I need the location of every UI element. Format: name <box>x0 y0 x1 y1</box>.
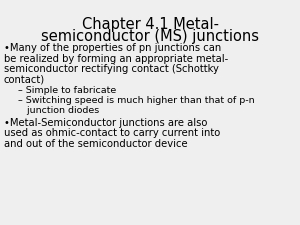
Text: used as ohmic-contact to carry current into: used as ohmic-contact to carry current i… <box>4 128 220 139</box>
Text: •Metal-Semiconductor junctions are also: •Metal-Semiconductor junctions are also <box>4 118 207 128</box>
Text: semiconductor rectifying contact (Schottky: semiconductor rectifying contact (Schott… <box>4 64 219 74</box>
Text: •Many of the properties of pn junctions can: •Many of the properties of pn junctions … <box>4 43 221 53</box>
Text: contact): contact) <box>4 74 45 85</box>
Text: and out of the semiconductor device: and out of the semiconductor device <box>4 139 188 149</box>
Text: – Switching speed is much higher than that of p-n: – Switching speed is much higher than th… <box>18 96 255 105</box>
Text: semiconductor (MS) junctions: semiconductor (MS) junctions <box>41 29 259 44</box>
Text: Chapter 4.1 Metal-: Chapter 4.1 Metal- <box>82 17 218 32</box>
Text: – Simple to fabricate: – Simple to fabricate <box>18 86 116 95</box>
Text: junction diodes: junction diodes <box>18 106 99 115</box>
Text: be realized by forming an appropriate metal-: be realized by forming an appropriate me… <box>4 54 228 63</box>
